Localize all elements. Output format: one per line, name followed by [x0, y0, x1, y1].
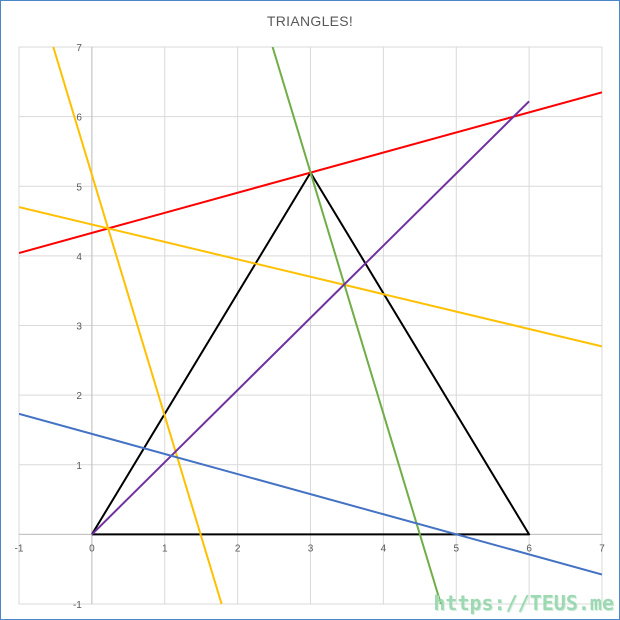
y-tick-label: 5 [76, 182, 82, 193]
series-line-5 [271, 47, 442, 604]
series-lines [19, 47, 602, 604]
x-tick-label: 0 [89, 543, 95, 554]
y-tick-label: -1 [73, 600, 82, 611]
series-line-7 [19, 412, 602, 576]
chart-title: TRIANGLES! [266, 13, 354, 29]
series-line-1 [91, 171, 531, 536]
x-tick-label: 6 [526, 543, 532, 554]
x-tick-label: 4 [381, 543, 387, 554]
x-tick-label: 1 [162, 543, 168, 554]
x-tick-label: 7 [599, 543, 605, 554]
y-tick-label: 3 [76, 322, 82, 333]
x-tick-label: 2 [235, 543, 241, 554]
x-tick-label: -1 [15, 543, 24, 554]
y-tick-label: 6 [76, 113, 82, 124]
x-tick-label: 5 [453, 543, 459, 554]
series-line-4 [52, 47, 223, 604]
series-line-6 [91, 100, 530, 536]
series-line-3 [19, 206, 602, 348]
y-tick-label: 4 [76, 252, 82, 263]
y-tick-label: 7 [76, 43, 82, 54]
watermark: https://TEUS.me [433, 591, 614, 615]
tick-labels: -1 0 1 2 3 4 5 6 7 -1 1 2 3 4 5 6 7 [15, 43, 606, 611]
x-tick-label: 3 [308, 543, 314, 554]
y-tick-label: 2 [76, 391, 82, 402]
y-tick-label: 1 [76, 461, 82, 472]
